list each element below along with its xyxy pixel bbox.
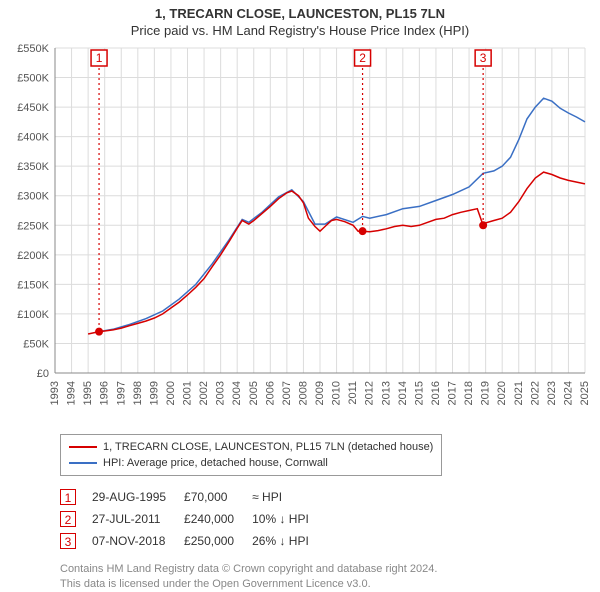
svg-text:2015: 2015 (413, 381, 425, 405)
legend: 1, TRECARN CLOSE, LAUNCESTON, PL15 7LN (… (60, 434, 442, 476)
svg-text:2025: 2025 (579, 381, 591, 405)
svg-text:3: 3 (480, 51, 487, 65)
svg-text:2003: 2003 (215, 381, 227, 405)
svg-text:2004: 2004 (231, 381, 243, 405)
svg-text:2021: 2021 (513, 381, 525, 405)
sales-table: 1 29-AUG-1995£70,000≈ HPI 2 27-JUL-2011£240… (60, 486, 327, 552)
svg-text:2005: 2005 (248, 381, 260, 405)
svg-text:1993: 1993 (49, 381, 61, 405)
svg-text:2020: 2020 (496, 381, 508, 405)
svg-text:£500K: £500K (17, 73, 49, 85)
svg-text:1995: 1995 (82, 381, 94, 405)
sale-date: 27-JUL-2011 (92, 508, 184, 530)
sale-delta: 10% ↓ HPI (252, 508, 327, 530)
svg-text:2002: 2002 (198, 381, 210, 405)
sale-date: 07-NOV-2018 (92, 530, 184, 552)
title-address: 1, TRECARN CLOSE, LAUNCESTON, PL15 7LN (0, 6, 600, 21)
svg-text:1996: 1996 (99, 381, 111, 405)
svg-text:2024: 2024 (562, 381, 574, 405)
legend-swatch-hpi (69, 462, 97, 464)
legend-swatch-price (69, 446, 97, 448)
sale-price: £240,000 (184, 508, 252, 530)
svg-text:1997: 1997 (115, 381, 127, 405)
chart-container: 1, TRECARN CLOSE, LAUNCESTON, PL15 7LN P… (0, 0, 600, 592)
svg-text:£300K: £300K (17, 191, 49, 203)
footer: Contains HM Land Registry data © Crown c… (60, 562, 600, 592)
legend-item: 1, TRECARN CLOSE, LAUNCESTON, PL15 7LN (… (69, 439, 433, 455)
legend-label-hpi: HPI: Average price, detached house, Corn… (103, 457, 328, 469)
svg-text:2022: 2022 (529, 381, 541, 405)
svg-text:2017: 2017 (447, 381, 459, 405)
svg-text:2: 2 (359, 51, 366, 65)
svg-text:2010: 2010 (331, 381, 343, 405)
svg-text:2001: 2001 (182, 381, 194, 405)
svg-text:2012: 2012 (364, 381, 376, 405)
svg-text:£450K: £450K (17, 102, 49, 114)
svg-text:2007: 2007 (281, 381, 293, 405)
svg-text:1999: 1999 (148, 381, 160, 405)
svg-text:2016: 2016 (430, 381, 442, 405)
sale-delta: 26% ↓ HPI (252, 530, 327, 552)
svg-text:£100K: £100K (17, 309, 49, 321)
chart-area: £0 £50K £100K £150K £200K £250K £300K £350K £400… (0, 38, 600, 428)
svg-text:2006: 2006 (264, 381, 276, 405)
svg-text:1994: 1994 (66, 381, 78, 405)
svg-text:2008: 2008 (297, 381, 309, 405)
svg-text:1: 1 (96, 51, 103, 65)
svg-text:£0: £0 (37, 368, 49, 380)
svg-text:2019: 2019 (480, 381, 492, 405)
table-row: 1 29-AUG-1995£70,000≈ HPI (60, 486, 327, 508)
chart-svg: £0 £50K £100K £150K £200K £250K £300K £350K £400… (0, 38, 600, 428)
svg-text:£50K: £50K (23, 338, 49, 350)
table-row: 3 07-NOV-2018£250,00026% ↓ HPI (60, 530, 327, 552)
sale-number-box: 1 (60, 489, 76, 505)
svg-text:2011: 2011 (347, 381, 359, 405)
svg-text:2013: 2013 (380, 381, 392, 405)
footer-line2: This data is licensed under the Open Gov… (60, 577, 600, 592)
svg-text:1998: 1998 (132, 381, 144, 405)
table-row: 2 27-JUL-2011£240,00010% ↓ HPI (60, 508, 327, 530)
svg-text:2009: 2009 (314, 381, 326, 405)
svg-text:2000: 2000 (165, 381, 177, 405)
svg-text:2018: 2018 (463, 381, 475, 405)
legend-item: HPI: Average price, detached house, Corn… (69, 455, 433, 471)
sale-price: £250,000 (184, 530, 252, 552)
sale-date: 29-AUG-1995 (92, 486, 184, 508)
svg-text:2014: 2014 (397, 381, 409, 405)
sale-price: £70,000 (184, 486, 252, 508)
svg-text:£550K: £550K (17, 43, 49, 55)
svg-text:£400K: £400K (17, 132, 49, 144)
sale-delta: ≈ HPI (252, 486, 327, 508)
legend-label-price: 1, TRECARN CLOSE, LAUNCESTON, PL15 7LN (… (103, 441, 433, 453)
svg-text:£250K: £250K (17, 220, 49, 232)
sale-number-box: 3 (60, 533, 76, 549)
title-subtitle: Price paid vs. HM Land Registry's House … (0, 23, 600, 38)
svg-text:2023: 2023 (546, 381, 558, 405)
svg-text:£150K: £150K (17, 279, 49, 291)
footer-line1: Contains HM Land Registry data © Crown c… (60, 562, 600, 577)
title-block: 1, TRECARN CLOSE, LAUNCESTON, PL15 7LN P… (0, 0, 600, 38)
sale-number-box: 2 (60, 511, 76, 527)
svg-text:£350K: £350K (17, 161, 49, 173)
svg-text:£200K: £200K (17, 250, 49, 262)
